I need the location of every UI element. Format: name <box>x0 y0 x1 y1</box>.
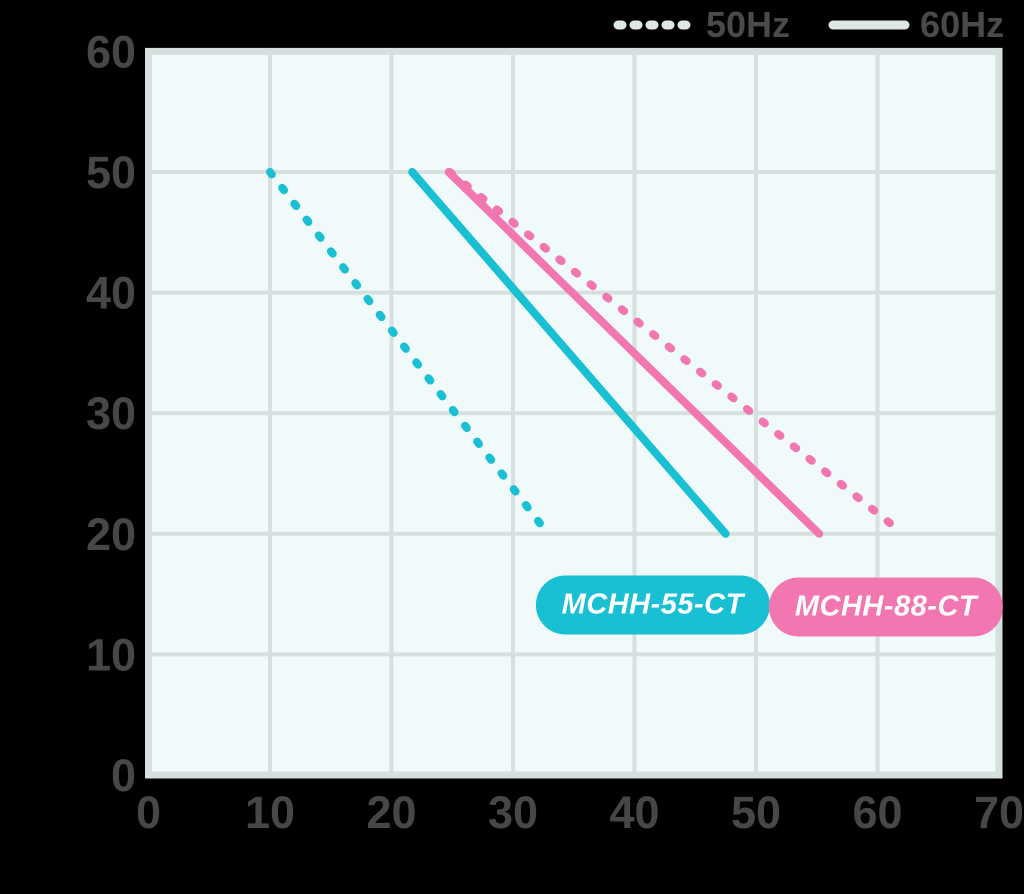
series-line-mchh-55-ct-50hz <box>266 168 548 532</box>
x-tick-label: 20 <box>366 787 416 838</box>
x-tick-label: 0 <box>136 787 161 838</box>
y-tick-label: 60 <box>86 26 136 77</box>
legend-group-60hz: 60Hz <box>828 4 1004 46</box>
y-tick-label: 50 <box>86 147 136 198</box>
solid-line-sample-icon <box>828 19 910 31</box>
y-tick-label: 30 <box>86 388 136 439</box>
series-line-mchh-88-ct-50hz <box>445 168 900 532</box>
y-tick-label: 10 <box>86 629 136 680</box>
legend-label-60hz: 60Hz <box>920 4 1005 45</box>
y-tick-label: 0 <box>111 750 136 801</box>
x-tick-label: 40 <box>609 787 659 838</box>
x-tick-label: 70 <box>974 787 1024 838</box>
x-tick-label: 30 <box>488 787 538 838</box>
x-tick-label: 50 <box>731 787 781 838</box>
y-tick-label: 40 <box>86 268 136 319</box>
legend: 50Hz 60Hz <box>612 0 1004 50</box>
series-label-mchh-55-ct: MCHH-55-CT <box>535 575 770 635</box>
series-line-mchh-88-ct-60hz <box>444 168 824 538</box>
legend-label-50hz: 50Hz <box>706 4 791 45</box>
series-label-mchh-88-ct: MCHH-88-CT <box>768 577 1004 637</box>
x-tick-label: 10 <box>245 787 295 838</box>
y-tick-label: 20 <box>86 509 136 560</box>
series-line-mchh-55-ct-60hz <box>408 168 730 538</box>
x-tick-label: 60 <box>852 787 902 838</box>
dotted-line-sample-icon <box>612 19 696 31</box>
